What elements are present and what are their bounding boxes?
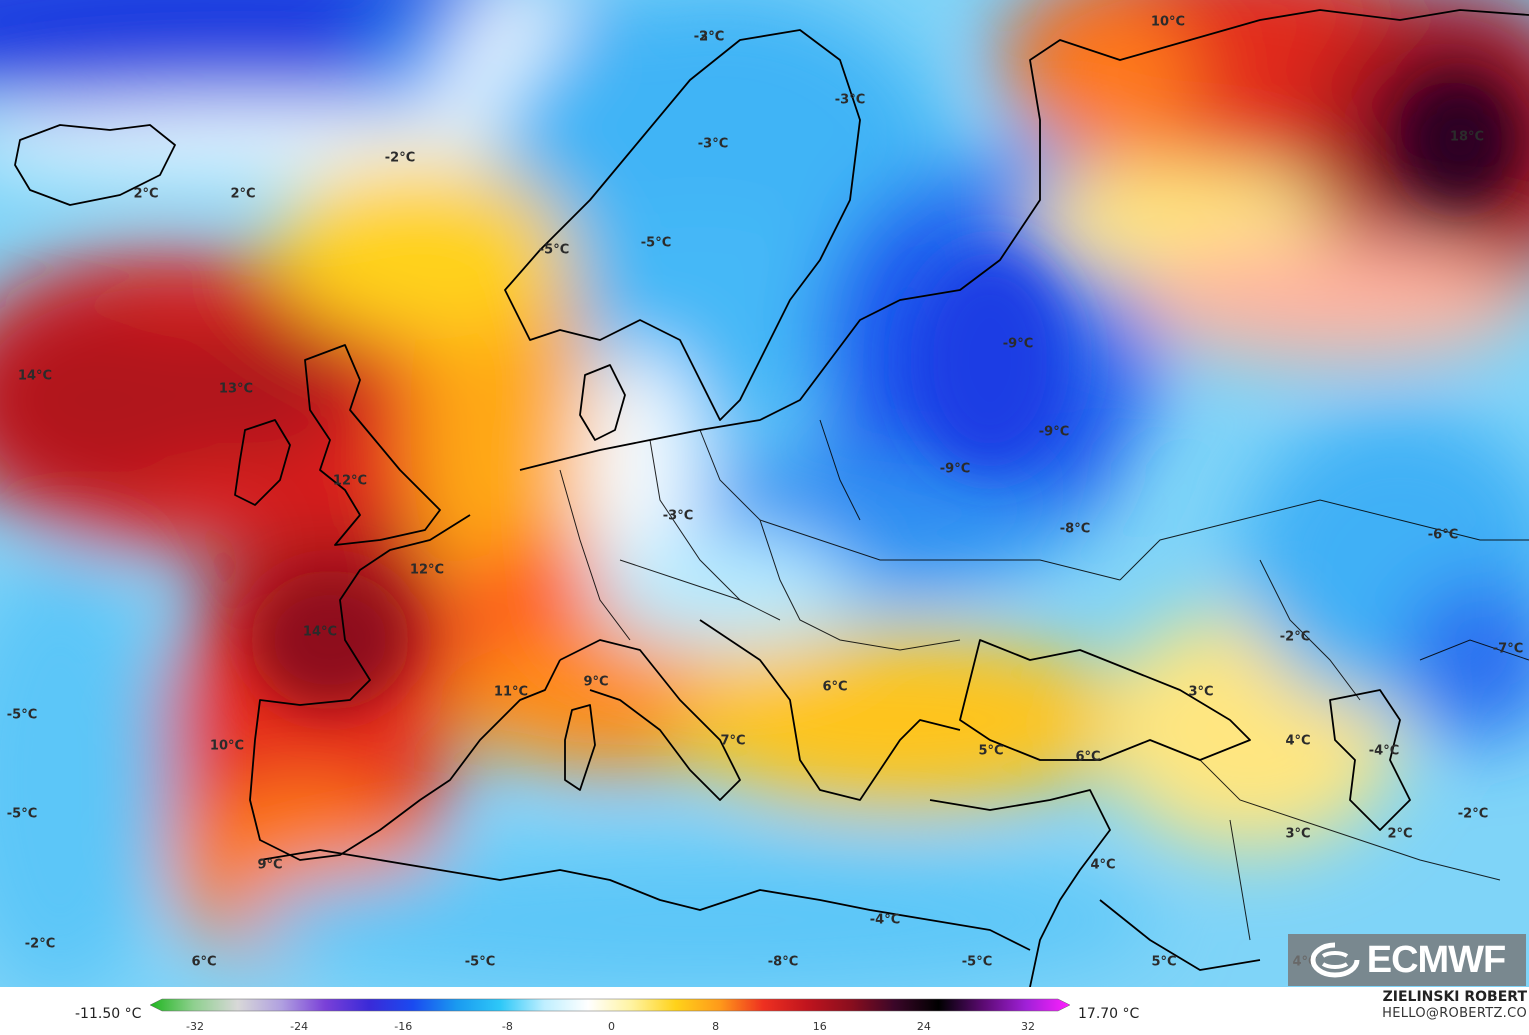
temp-label-germany-east: -3°C [662, 508, 694, 524]
colorbar-tick-label: -16 [394, 1020, 413, 1033]
colorbar-max-label: 17.70 °C [1078, 1006, 1140, 1022]
temp-label-western-russia: -9°C [1002, 336, 1034, 352]
temp-label-western-norway: -5°C [538, 242, 570, 258]
colorbar-min-label: -11.50 °C [75, 1006, 142, 1022]
colorbar-tick-label: 16 [812, 1020, 827, 1033]
temp-label-english-channel: 12°C [409, 562, 445, 578]
temp-label-libya-coast: -4°C [869, 912, 901, 928]
temp-label-north-atlantic-west: 14°C [17, 368, 53, 384]
temp-label-atlantic-southwest: -5°C [6, 806, 38, 822]
colorbar-tick-label: 0 [608, 1020, 615, 1033]
legend-footer: -11.50 °C -32 -24 -16 -8 0 8 16 24 32 17.70 °C Z… [0, 987, 1529, 1035]
temp-label-northern-finland: -3°C [834, 92, 866, 108]
temp-label-egypt-west: -5°C [961, 954, 993, 970]
temp-label-northwest-russia-top: 10°C [1150, 14, 1186, 30]
temp-label-tunisia-libya: -8°C [767, 954, 799, 970]
temp-label-turkmenistan: -2°C [1457, 806, 1489, 822]
temp-label-northern-sweden: -3°C [697, 136, 729, 152]
temperature-anomaly-map [0, 0, 1529, 987]
colorbar-bar [150, 998, 1070, 1012]
ecmwf-swirl-icon [1310, 942, 1360, 978]
temp-label-north-atlantic-central: 13°C [218, 381, 254, 397]
temp-label-caspian-east: -7°C [1492, 641, 1524, 657]
temp-label-iceland-south: 2°C [133, 186, 159, 202]
temp-label-northern-italy: 9°C [583, 674, 609, 690]
logo-text: ECMWF [1366, 938, 1507, 981]
temp-label-ireland-irish-sea: 12°C [332, 473, 368, 489]
temp-label-turkey-central: 6°C [1075, 749, 1101, 765]
ecmwf-logo: ECMWF [1288, 934, 1526, 986]
temp-label-central-sweden: -5°C [640, 235, 672, 251]
temp-label-iran-north: 2°C [1387, 826, 1413, 842]
temp-label-morocco: 6°C [191, 954, 217, 970]
colorbar-tick-label: 8 [712, 1020, 720, 1033]
temp-label-caucasus: 4°C [1285, 733, 1311, 749]
colorbar-tick-label: -32 [186, 1020, 204, 1033]
author-name: ZIELINSKI ROBERT [1382, 989, 1527, 1005]
temp-label-caspian-sea: -4°C [1368, 743, 1400, 759]
temp-label-atlantic-far-west: -5°C [6, 707, 38, 723]
temp-label-norwegian-sea: -2°C [384, 150, 416, 166]
temp-label-algeria: -5°C [464, 954, 496, 970]
temp-label-norwegian-sea-north: -2°C [693, 29, 725, 45]
temp-label-gulf-of-lion: 11°C [493, 684, 529, 700]
colorbar-tick-label: -24 [290, 1020, 309, 1033]
temp-label-portugal-coast: 10°C [209, 738, 245, 754]
temp-label-aegean-turkey: 5°C [978, 743, 1004, 759]
temp-label-atlantic-canaries: -2°C [24, 936, 56, 952]
temp-label-black-sea-east: -2°C [1279, 629, 1311, 645]
temp-label-black-sea: 3°C [1188, 684, 1214, 700]
coastlines [14, 9, 1529, 987]
temp-label-southern-spain: 9°C [257, 857, 283, 873]
temp-label-northern-norway: -3°C [693, 29, 725, 45]
temp-label-west-siberia: 18°C [1449, 129, 1485, 145]
colorbar [150, 998, 1070, 1012]
temp-label-belarus: -9°C [939, 461, 971, 477]
author-email: HELLO@ROBERTZ.CO [1382, 1006, 1527, 1021]
colorbar-tick-label: 32 [1021, 1020, 1035, 1033]
temp-label-kazakhstan-west: -6°C [1427, 527, 1459, 543]
temp-label-iceland-southeast: 2°C [230, 186, 256, 202]
temp-label-southern-italy: 7°C [720, 733, 746, 749]
temp-label-saudi-north: 5°C [1151, 954, 1177, 970]
temperature-field [0, 0, 1529, 987]
colorbar-tick-label: 24 [916, 1020, 931, 1033]
temp-label-iraq-north: 3°C [1285, 826, 1311, 842]
temp-label-romania: 6°C [822, 679, 848, 695]
borders [559, 419, 1529, 941]
colorbar-tick-label: -8 [501, 1020, 513, 1033]
temp-label-central-russia: -9°C [1038, 424, 1070, 440]
temp-label-eastern-mediterranean: 4°C [1090, 857, 1116, 873]
temp-label-france-west: 14°C [302, 624, 338, 640]
temp-label-ukraine: -8°C [1059, 521, 1091, 537]
